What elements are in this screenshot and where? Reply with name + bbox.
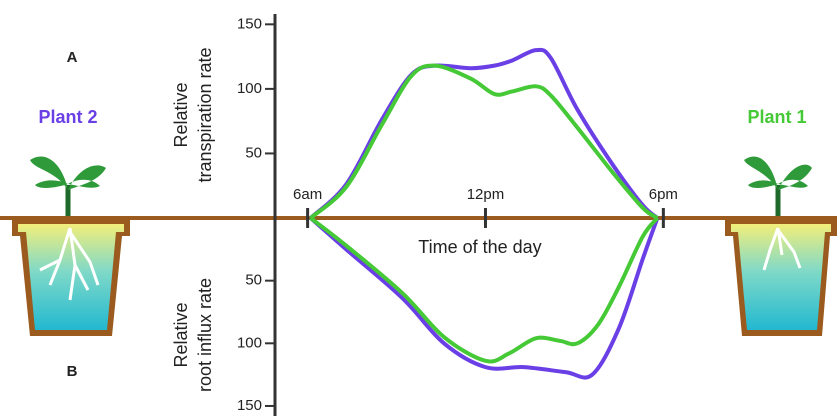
y-tick-label: 100 [237,334,262,351]
x-tick-label: 6am [293,186,322,203]
y-tick-label: 150 [237,397,262,414]
y-tick-label: 150 [237,15,262,32]
series-line [309,63,659,220]
y-axis-label: root influx rate [195,278,215,392]
x-axis-label: Time of the day [418,237,541,257]
series-line [309,47,659,220]
y-axis-label: transpiration rate [195,47,215,182]
y-tick-label: 50 [245,272,262,289]
y-axis-label: Relative [171,82,191,147]
y-axis-label: Relative [171,302,191,367]
legend-label: Plant 1 [747,107,806,127]
legend-label: Plant 2 [38,107,97,127]
panel-label: B [67,363,78,380]
x-tick-label: 12pm [467,186,505,203]
series-line [309,216,659,364]
y-tick-label: 50 [245,144,262,161]
plant-1-pot [725,156,837,336]
x-tick-label: 6pm [649,186,678,203]
panel-label: A [67,49,78,66]
y-tick-label: 100 [237,80,262,97]
series-line [309,216,660,380]
plant-2-pot [12,156,130,336]
